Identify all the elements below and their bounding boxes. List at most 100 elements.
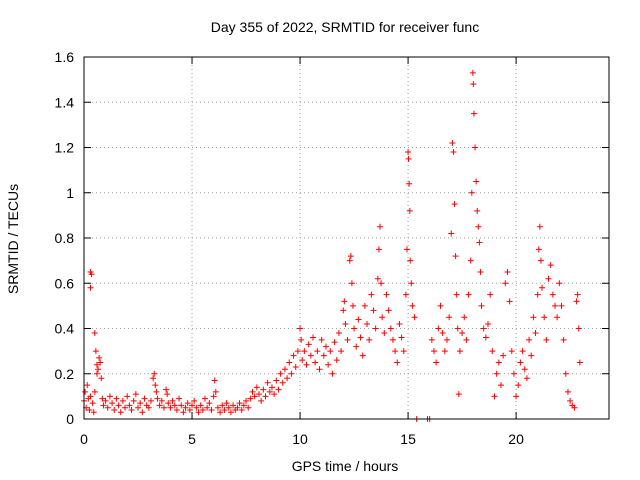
y-tick-label: 0.6 — [55, 275, 75, 291]
data-point — [475, 223, 482, 230]
data-point — [240, 402, 247, 409]
data-point — [92, 348, 99, 355]
data-point — [349, 302, 356, 309]
data-point — [165, 400, 172, 407]
data-point — [403, 246, 410, 253]
data-point — [249, 388, 256, 395]
data-point — [536, 223, 543, 230]
data-point — [387, 325, 394, 332]
data-point — [189, 402, 196, 409]
data-point — [547, 262, 554, 269]
data-point — [89, 400, 96, 407]
data-point — [217, 409, 224, 416]
data-point — [331, 339, 338, 346]
data-point — [374, 275, 381, 282]
data-point — [132, 391, 139, 398]
data-point — [348, 280, 355, 287]
data-point — [344, 336, 351, 343]
y-tick-label: 0.4 — [55, 321, 75, 337]
data-point — [147, 397, 154, 404]
data-point — [493, 370, 500, 377]
data-point — [251, 393, 258, 400]
data-point — [95, 366, 102, 373]
data-point — [551, 302, 558, 309]
data-point — [137, 400, 144, 407]
data-point — [355, 316, 362, 323]
data-point — [491, 393, 498, 400]
data-point — [234, 404, 241, 411]
data-point — [342, 320, 349, 327]
data-point — [156, 402, 163, 409]
data-point — [87, 284, 94, 291]
data-point — [409, 302, 416, 309]
data-point — [433, 359, 440, 366]
data-point — [286, 359, 293, 366]
data-point — [510, 370, 517, 377]
data-point — [456, 348, 463, 355]
data-point — [549, 291, 556, 298]
data-point — [353, 343, 360, 350]
data-point — [305, 341, 312, 348]
data-point — [153, 388, 160, 395]
data-point — [294, 348, 301, 355]
grid-lines — [84, 57, 609, 419]
data-point — [461, 314, 468, 321]
data-point — [100, 402, 107, 409]
data-point — [526, 336, 533, 343]
data-point — [206, 400, 213, 407]
data-point — [186, 406, 193, 413]
data-point — [141, 395, 148, 402]
data-point — [316, 366, 323, 373]
y-tick-label: 0 — [66, 411, 74, 427]
data-point — [104, 404, 111, 411]
data-point — [210, 393, 217, 400]
data-point — [119, 397, 126, 404]
data-point — [82, 388, 89, 395]
data-point — [298, 336, 305, 343]
data-point — [169, 397, 176, 404]
data-point — [504, 268, 511, 275]
data-point — [277, 370, 284, 377]
y-tick-label: 0.2 — [55, 366, 75, 382]
data-point — [288, 370, 295, 377]
data-point — [314, 348, 321, 355]
data-point — [556, 280, 563, 287]
data-point — [370, 307, 377, 314]
data-point — [273, 377, 280, 384]
data-point — [135, 404, 142, 411]
data-point — [258, 397, 265, 404]
data-point — [463, 336, 470, 343]
y-tick-label: 1.6 — [55, 49, 75, 65]
data-point — [221, 406, 228, 413]
data-point — [575, 325, 582, 332]
data-point — [573, 298, 580, 305]
data-point — [508, 348, 515, 355]
data-point — [517, 359, 524, 366]
y-tick-label: 1.4 — [55, 94, 75, 110]
data-point — [150, 375, 157, 382]
data-point — [180, 409, 187, 416]
data-point — [290, 352, 297, 359]
data-point — [91, 388, 98, 395]
data-point — [340, 307, 347, 314]
data-point — [469, 69, 476, 76]
data-point — [275, 386, 282, 393]
data-point — [245, 404, 252, 411]
data-point — [160, 404, 167, 411]
data-point — [262, 393, 269, 400]
data-point — [402, 291, 409, 298]
data-point — [411, 314, 418, 321]
data-point — [318, 336, 325, 343]
data-point — [446, 314, 453, 321]
data-point — [338, 348, 345, 355]
data-point — [428, 336, 435, 343]
data-point — [502, 280, 509, 287]
data-point — [506, 298, 513, 305]
data-point — [325, 361, 332, 368]
data-point — [453, 291, 460, 298]
data-points — [81, 69, 583, 422]
data-point — [225, 404, 232, 411]
data-point — [124, 393, 131, 400]
data-point — [523, 375, 530, 382]
data-point — [167, 404, 174, 411]
